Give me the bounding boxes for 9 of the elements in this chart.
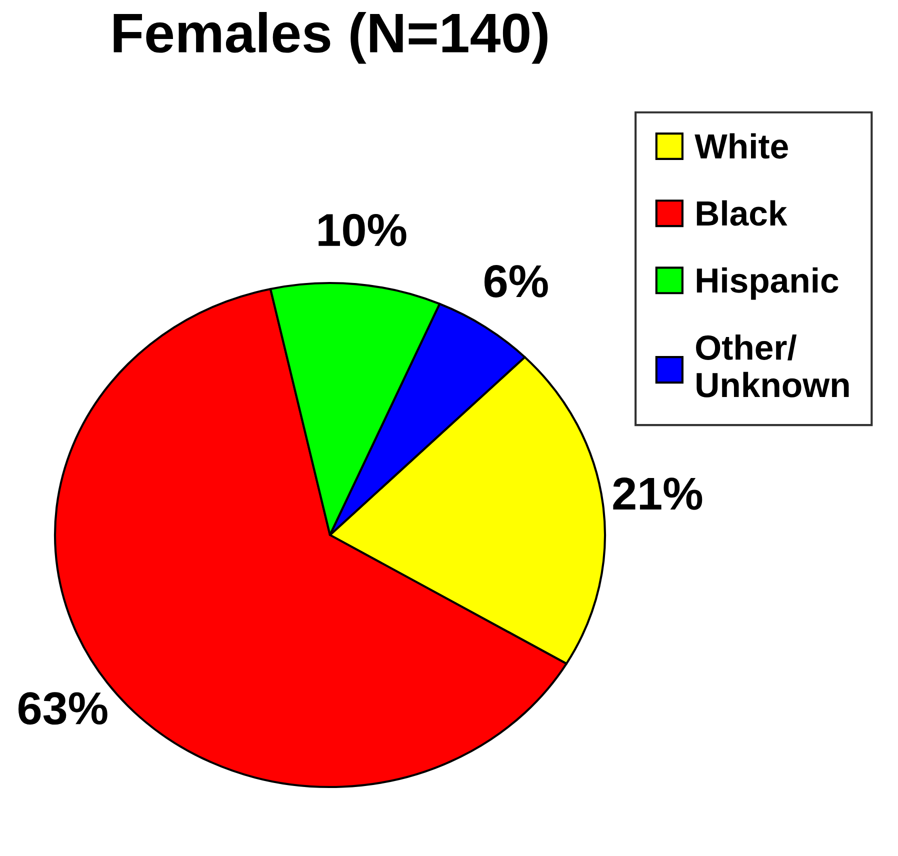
legend-label: White <box>694 133 788 159</box>
legend-label: Hispanic <box>696 267 838 300</box>
chart-title: Females (N=140) <box>114 12 548 64</box>
data-label: 6% <box>484 265 548 298</box>
data-label: 10% <box>318 214 406 246</box>
data-label: 21% <box>613 477 702 510</box>
data-label: 63% <box>18 692 108 725</box>
legend-label: Black <box>696 200 788 226</box>
legend-label: Other/ Unknown <box>696 334 849 398</box>
